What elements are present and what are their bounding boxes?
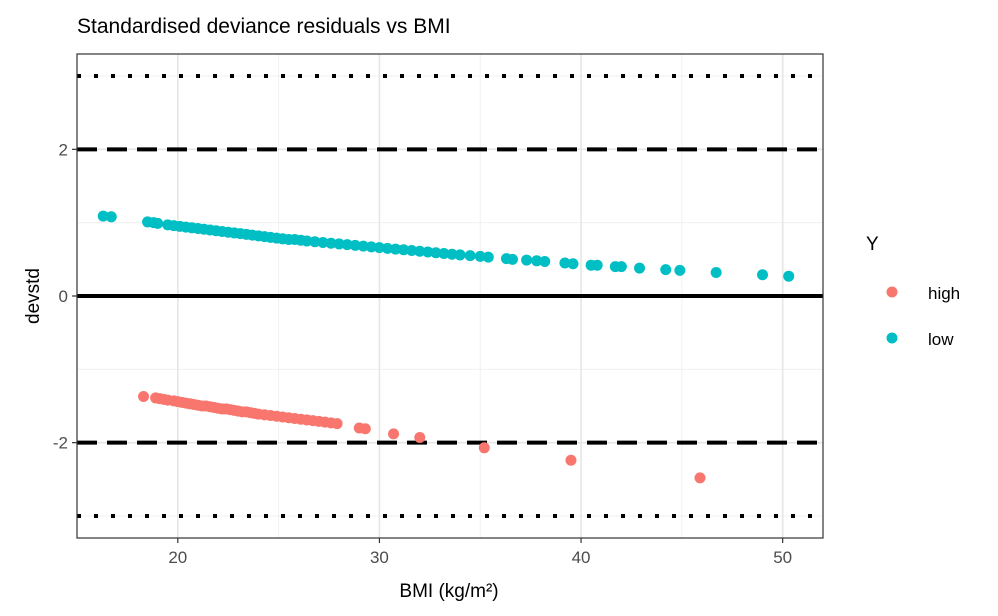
- data-point-low: [674, 264, 686, 276]
- data-point-low: [325, 237, 337, 249]
- legend-label-high: high: [928, 284, 960, 303]
- data-point-low: [634, 262, 646, 274]
- data-point-low: [615, 261, 627, 273]
- data-point-high: [138, 390, 150, 402]
- data-point-low: [559, 257, 571, 269]
- legend-key-high: [886, 286, 898, 298]
- minor-grid: [77, 54, 823, 538]
- legend: Y high low: [866, 234, 960, 349]
- data-point-low: [105, 211, 117, 223]
- data-point-high: [359, 423, 371, 435]
- y-tick-label: 2: [59, 140, 68, 159]
- data-point-high: [388, 428, 400, 440]
- data-point-low: [482, 251, 494, 263]
- data-point-high: [694, 472, 706, 484]
- data-point-low: [422, 246, 434, 258]
- data-point-low: [446, 248, 458, 260]
- data-point-low: [660, 264, 672, 276]
- data-points: [97, 210, 795, 484]
- data-point-low: [783, 270, 795, 282]
- x-tick-label: 20: [168, 548, 187, 567]
- legend-label-low: low: [928, 330, 954, 349]
- data-point-low: [531, 255, 543, 267]
- data-point-high: [414, 432, 426, 444]
- y-tick-label: 0: [59, 287, 68, 306]
- data-point-low: [539, 256, 551, 268]
- data-point-low: [97, 210, 109, 222]
- data-point-low: [152, 217, 164, 229]
- data-point-high: [478, 442, 490, 454]
- data-point-low: [357, 240, 369, 252]
- data-point-low: [521, 254, 533, 266]
- y-axis-label: devstd: [23, 268, 44, 324]
- data-point-low: [757, 269, 769, 281]
- data-point-low: [454, 249, 466, 261]
- data-point-low: [373, 242, 385, 254]
- data-point-low: [710, 267, 722, 279]
- data-point-low: [301, 235, 313, 247]
- data-point-low: [438, 247, 450, 259]
- data-point-low: [430, 247, 442, 259]
- data-point-low: [365, 241, 377, 253]
- legend-title: Y: [866, 234, 879, 255]
- data-point-low: [474, 250, 486, 262]
- x-tick-label: 40: [572, 548, 591, 567]
- data-point-low: [591, 259, 603, 271]
- data-point-low: [309, 236, 321, 248]
- data-point-low: [341, 239, 353, 251]
- data-point-low: [507, 253, 519, 265]
- legend-key-low: [886, 332, 898, 344]
- data-point-low: [333, 238, 345, 250]
- data-point-low: [381, 242, 393, 254]
- x-axis-label: BMI (kg/m²): [399, 581, 498, 602]
- y-tick-label: -2: [53, 434, 68, 453]
- data-point-low: [567, 258, 579, 270]
- chart-title: Standardised deviance residuals vs BMI: [77, 15, 451, 38]
- data-point-low: [317, 236, 329, 248]
- data-point-low: [398, 244, 410, 256]
- reference-lines: [77, 74, 823, 518]
- data-point-low: [406, 245, 418, 257]
- data-point-low: [349, 239, 361, 251]
- x-tick-label: 30: [370, 548, 389, 567]
- data-point-low: [464, 250, 476, 262]
- x-tick-label: 50: [773, 548, 792, 567]
- data-point-high: [331, 418, 343, 430]
- data-point-low: [414, 245, 426, 257]
- x-axis: 20 30 40 50: [168, 538, 792, 567]
- y-axis: -2 0 2: [53, 140, 77, 453]
- data-point-high: [565, 454, 577, 466]
- data-point-low: [390, 243, 402, 255]
